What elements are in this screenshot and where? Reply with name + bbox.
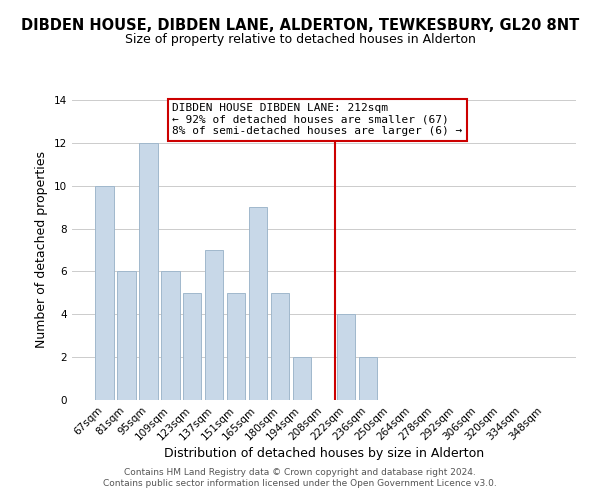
X-axis label: Distribution of detached houses by size in Alderton: Distribution of detached houses by size … — [164, 448, 484, 460]
Bar — [249, 207, 268, 400]
Bar — [205, 250, 223, 400]
Text: Size of property relative to detached houses in Alderton: Size of property relative to detached ho… — [125, 32, 475, 46]
Bar — [117, 272, 136, 400]
Bar — [271, 293, 289, 400]
Text: DIBDEN HOUSE DIBDEN LANE: 212sqm
← 92% of detached houses are smaller (67)
8% of: DIBDEN HOUSE DIBDEN LANE: 212sqm ← 92% o… — [172, 103, 463, 136]
Bar — [293, 357, 311, 400]
Bar — [337, 314, 355, 400]
Bar — [227, 293, 245, 400]
Bar — [139, 143, 158, 400]
Text: Contains HM Land Registry data © Crown copyright and database right 2024.
Contai: Contains HM Land Registry data © Crown c… — [103, 468, 497, 487]
Bar — [183, 293, 202, 400]
Text: DIBDEN HOUSE, DIBDEN LANE, ALDERTON, TEWKESBURY, GL20 8NT: DIBDEN HOUSE, DIBDEN LANE, ALDERTON, TEW… — [21, 18, 579, 32]
Bar — [359, 357, 377, 400]
Y-axis label: Number of detached properties: Number of detached properties — [35, 152, 49, 348]
Bar — [95, 186, 113, 400]
Bar — [161, 272, 179, 400]
